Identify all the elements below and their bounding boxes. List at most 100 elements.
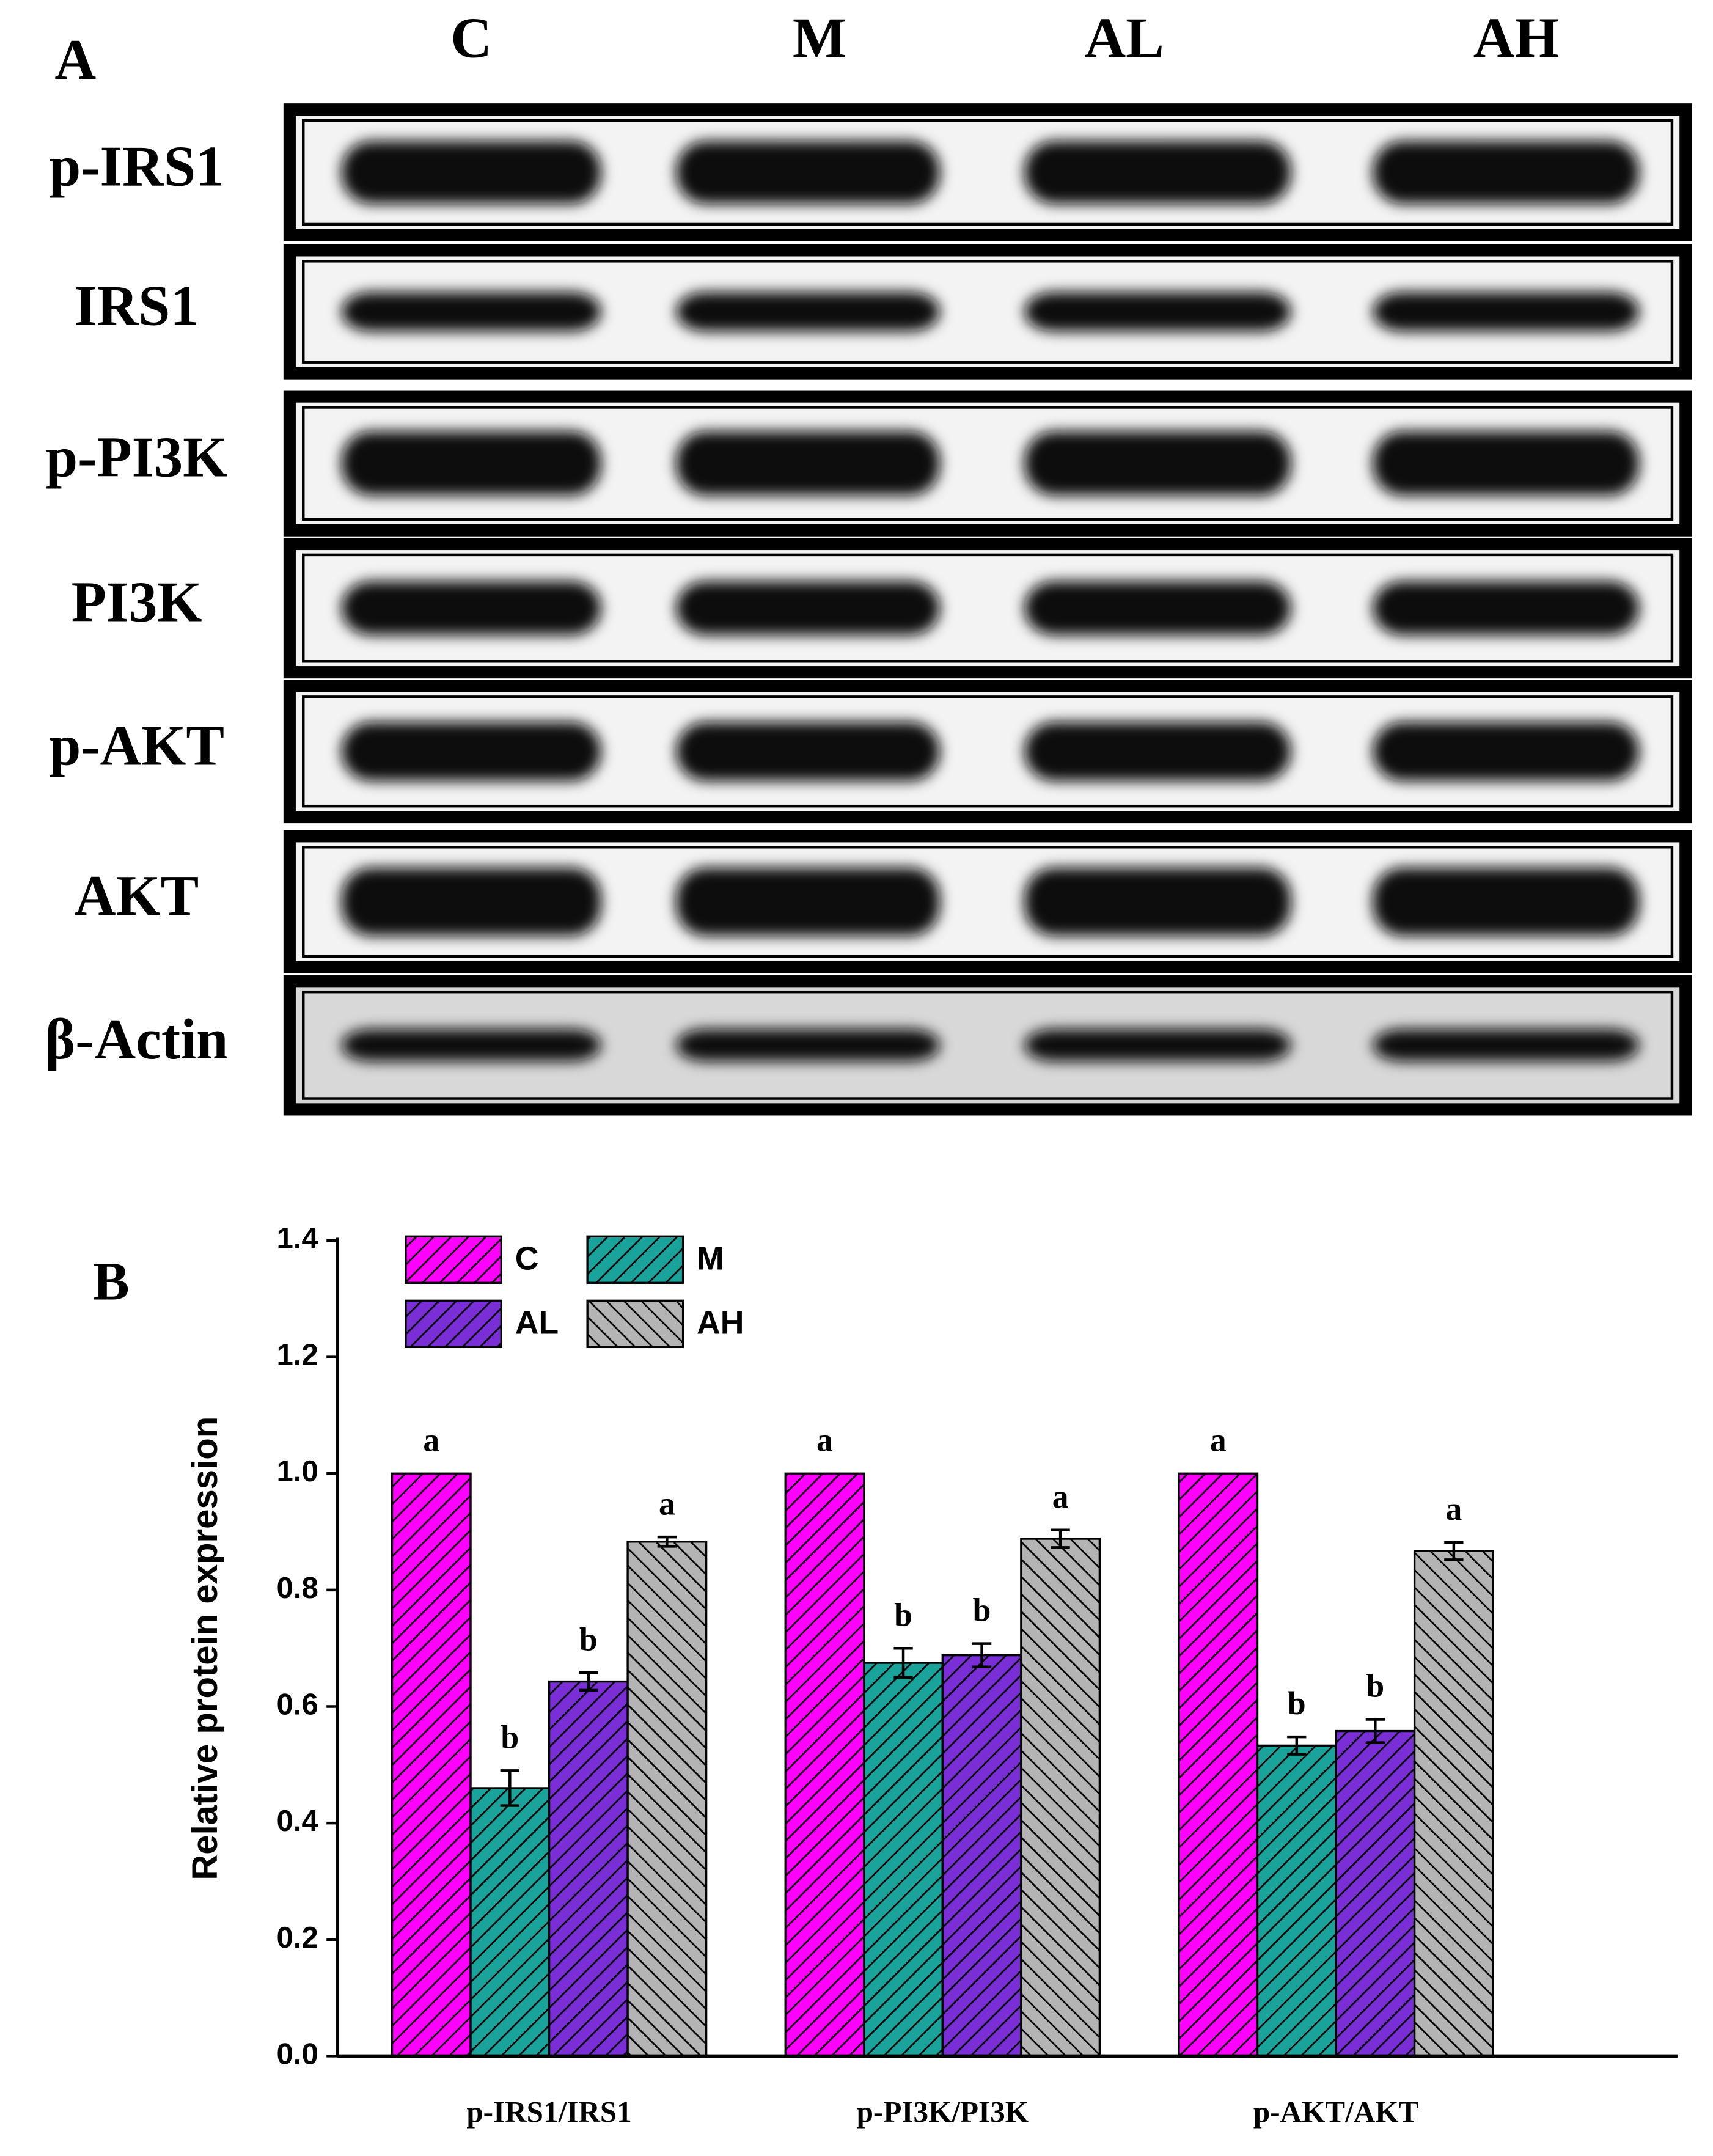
lane-label: AH (1473, 6, 1560, 70)
error-bar (657, 1535, 677, 1548)
band (1024, 141, 1291, 204)
significance-letter: a (423, 1421, 439, 1458)
blot-inner-frame (301, 695, 1674, 808)
band (1024, 867, 1291, 936)
significance-letter: a (1210, 1421, 1227, 1458)
error-bar (1365, 1718, 1385, 1744)
band (1373, 292, 1640, 332)
bar (548, 1680, 629, 2058)
row-label: p-AKT (49, 714, 224, 777)
legend-label: C (515, 1241, 539, 1277)
significance-letter: b (894, 1596, 912, 1633)
bar (863, 1662, 944, 2058)
y-tick-label: 0.4 (276, 1804, 318, 1838)
band (676, 1029, 940, 1062)
bar (626, 1541, 708, 2058)
band (676, 867, 940, 936)
band (1373, 867, 1640, 936)
bar (784, 1472, 865, 2058)
band (1024, 431, 1291, 496)
row-label: IRS1 (75, 274, 199, 338)
bar (941, 1654, 1022, 2058)
band (341, 292, 601, 332)
blot-inner-frame (301, 846, 1674, 958)
legend-label: M (697, 1241, 724, 1277)
y-tick-label: 0.0 (276, 2037, 318, 2070)
band (676, 722, 940, 782)
error-bar (1444, 1541, 1464, 1561)
blot-inner-frame (301, 990, 1674, 1100)
lane-label: C (450, 6, 492, 70)
bar (469, 1787, 551, 2058)
y-axis-label: Relative protein expression (185, 1417, 225, 1880)
significance-letter: b (1366, 1668, 1384, 1704)
band (1373, 431, 1640, 496)
band (1373, 141, 1640, 204)
legend-label: AH (697, 1305, 744, 1341)
y-tick-label: 0.6 (276, 1688, 318, 1722)
significance-letter: b (501, 1719, 519, 1756)
row-label: β-Actin (45, 1008, 229, 1071)
significance-letter: b (973, 1592, 991, 1629)
bar (391, 1472, 472, 2058)
panel-label: A (54, 28, 96, 92)
legend-swatch (586, 1299, 684, 1349)
significance-letter: a (1445, 1491, 1462, 1527)
band (676, 141, 940, 204)
blot-inner-frame (301, 119, 1674, 226)
error-bar (893, 1646, 913, 1679)
band (341, 141, 601, 204)
blot-inner-frame (301, 406, 1674, 521)
y-tick-label: 0.2 (276, 1921, 318, 1954)
x-tick-label: p-PI3K/PI3K (857, 2095, 1029, 2128)
band (1024, 581, 1291, 636)
significance-letter: a (816, 1421, 833, 1458)
band (676, 431, 940, 496)
error-bar (1287, 1735, 1307, 1756)
panel-label: B (93, 1252, 130, 1312)
row-label: AKT (75, 864, 199, 928)
band (1373, 722, 1640, 782)
band (341, 722, 601, 782)
row-label: p-IRS1 (49, 135, 224, 199)
error-bar (972, 1642, 992, 1668)
row-label: PI3K (72, 571, 202, 634)
legend-label: AL (515, 1305, 559, 1341)
band (1024, 1029, 1291, 1062)
bar (1178, 1472, 1259, 2058)
band (1024, 292, 1291, 332)
bar (1020, 1538, 1101, 2058)
band (341, 581, 601, 636)
y-tick-label: 1.2 (276, 1338, 318, 1372)
blot-inner-frame (301, 553, 1674, 663)
band (1373, 1029, 1640, 1062)
significance-letter: a (659, 1485, 675, 1522)
x-tick-label: p-IRS1/IRS1 (466, 2095, 631, 2128)
bar (1413, 1550, 1494, 2058)
legend-swatch (405, 1299, 503, 1349)
significance-letter: a (1052, 1478, 1069, 1515)
lane-label: M (793, 6, 847, 70)
band (1024, 722, 1291, 782)
band (341, 867, 601, 936)
band (676, 581, 940, 636)
y-tick-label: 0.8 (276, 1571, 318, 1605)
x-tick-label: p-AKT/AKT (1253, 2095, 1419, 2128)
legend-swatch (586, 1235, 684, 1284)
bar (1256, 1744, 1337, 2058)
significance-letter: b (579, 1621, 598, 1657)
row-label: p-PI3K (46, 426, 227, 490)
y-tick-label: 1.4 (276, 1222, 318, 1255)
lane-label: AL (1084, 6, 1164, 70)
significance-letter: b (1288, 1685, 1306, 1722)
error-bar (1051, 1528, 1070, 1549)
y-tick-label: 1.0 (276, 1454, 318, 1488)
error-bar (579, 1671, 598, 1692)
band (341, 431, 601, 496)
blot-inner-frame (301, 260, 1674, 364)
band (676, 292, 940, 332)
error-bar (500, 1769, 519, 1807)
band (341, 1029, 601, 1062)
